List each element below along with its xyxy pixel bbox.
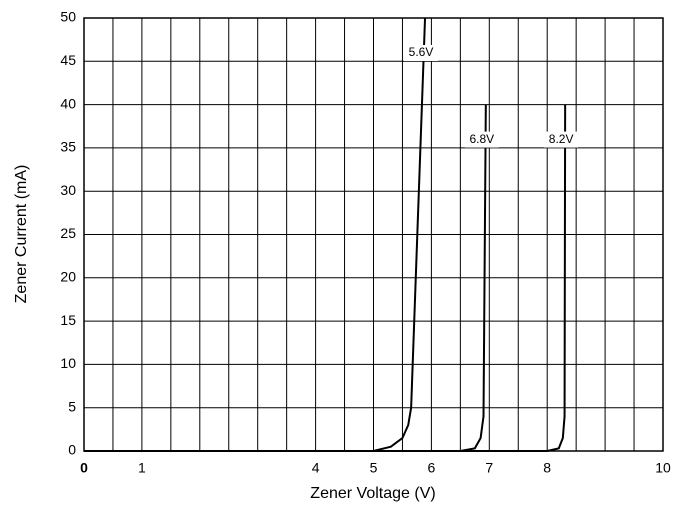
y-tick-label: 25	[60, 225, 76, 241]
x-tick-label: 6	[428, 460, 436, 476]
y-tick-label: 30	[60, 182, 76, 198]
y-axis-label: Zener Current (mA)	[13, 165, 30, 304]
y-tick-label: 45	[60, 52, 76, 68]
x-tick-label: 7	[485, 460, 493, 476]
curve	[84, 104, 567, 452]
x-tick-label: 10	[655, 460, 671, 476]
x-tick-label: 0	[80, 460, 88, 476]
x-axis-label: Zener Voltage (V)	[310, 485, 435, 502]
y-tick-label: 5	[68, 398, 76, 414]
curve-label: 5.6V	[409, 45, 434, 59]
x-tick-label: 8	[543, 460, 551, 476]
x-tick-label: 4	[312, 460, 320, 476]
y-tick-label: 35	[60, 139, 76, 155]
x-tick-label: 1	[138, 460, 146, 476]
curve-label-bg	[464, 131, 499, 148]
curve-label-bg	[404, 45, 439, 61]
curve-label: 6.8V	[469, 132, 494, 146]
curve-label-bg	[544, 131, 579, 148]
x-tick-label: 5	[370, 460, 378, 476]
y-tick-label: 15	[60, 312, 76, 328]
y-tick-label: 0	[68, 442, 76, 458]
y-tick-label: 20	[60, 269, 76, 285]
curve-label: 8.2V	[549, 132, 574, 146]
y-tick-label: 10	[60, 355, 76, 371]
y-tick-label: 40	[60, 95, 76, 111]
y-tick-label: 50	[60, 9, 76, 25]
